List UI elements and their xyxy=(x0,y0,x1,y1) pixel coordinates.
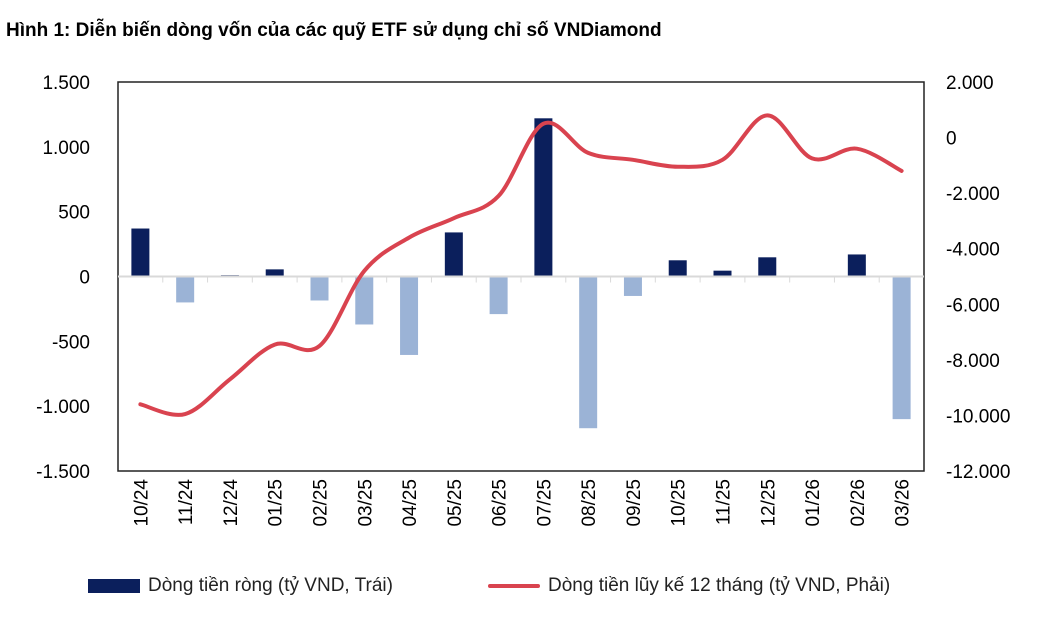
left-tick-label: -1.000 xyxy=(36,397,90,418)
bar-07/25 xyxy=(534,118,553,277)
bar-09/25 xyxy=(623,276,642,296)
legend-item-bar: Dòng tiền ròng (tỷ VND, Trái) xyxy=(88,575,393,597)
right-tick-label: -2.000 xyxy=(946,184,1000,205)
left-tick-label: 1.000 xyxy=(42,138,90,159)
x-tick-label: 04/25 xyxy=(400,479,421,527)
x-tick-label: 11/24 xyxy=(176,479,197,526)
bar-10/25 xyxy=(668,260,687,277)
right-tick-label: -12.000 xyxy=(946,462,1010,483)
bar-06/25 xyxy=(489,276,508,315)
x-tick-label: 08/25 xyxy=(579,479,600,527)
x-tick-label: 10/24 xyxy=(131,479,152,527)
x-tick-label: 12/25 xyxy=(758,479,779,527)
legend-label-line: Dòng tiền lũy kế 12 tháng (tỷ VND, Phải) xyxy=(548,575,891,596)
bar-03/26 xyxy=(892,276,911,420)
x-tick-label: 02/25 xyxy=(311,479,332,527)
left-tick-label: -1.500 xyxy=(36,462,90,483)
legend-item-line: Dòng tiền lũy kế 12 tháng (tỷ VND, Phải) xyxy=(488,575,890,597)
x-tick-label: 03/25 xyxy=(355,479,376,527)
right-tick-label: 0 xyxy=(946,129,957,150)
right-tick-label: -4.000 xyxy=(946,240,1000,261)
x-tick-label: 01/26 xyxy=(803,479,824,527)
x-tick-label: 02/26 xyxy=(848,479,869,527)
x-tick-label: 10/25 xyxy=(669,479,690,527)
bar-11/24 xyxy=(176,276,195,303)
bar-04/25 xyxy=(400,276,419,355)
x-tick-label: 06/25 xyxy=(490,479,511,527)
x-tick-label: 11/25 xyxy=(714,479,735,525)
x-tick-label: 09/25 xyxy=(624,479,645,527)
right-tick-label: -10.000 xyxy=(946,406,1010,427)
line-series-cumulative xyxy=(138,113,904,417)
bar-10/24 xyxy=(131,228,150,277)
x-tick-label: 12/24 xyxy=(221,479,242,527)
bar-12/25 xyxy=(758,257,777,277)
bar-02/25 xyxy=(310,276,329,301)
bar-03/25 xyxy=(355,276,374,325)
legend-swatch-line xyxy=(488,584,540,588)
left-tick-label: 1.500 xyxy=(42,73,90,94)
left-tick-label: 500 xyxy=(58,203,90,224)
bar-11/25 xyxy=(713,270,732,277)
left-tick-label: 0 xyxy=(79,268,90,289)
x-tick-label: 07/25 xyxy=(534,479,555,527)
chart-title: Hình 1: Diễn biến dòng vốn của các quỹ E… xyxy=(6,20,662,41)
bar-08/25 xyxy=(579,276,598,429)
x-tick-label: 05/25 xyxy=(445,479,466,527)
bar-02/26 xyxy=(847,254,866,277)
bar-05/25 xyxy=(444,232,463,277)
right-tick-label: -6.000 xyxy=(946,295,1000,316)
legend-label-bar: Dòng tiền ròng (tỷ VND, Trái) xyxy=(148,575,393,596)
bar-01/25 xyxy=(265,269,284,277)
x-tick-label: 01/25 xyxy=(266,479,287,527)
legend-swatch-bar xyxy=(88,579,140,593)
right-tick-label: -8.000 xyxy=(946,351,1000,372)
left-tick-label: -500 xyxy=(52,332,90,353)
right-tick-label: 2.000 xyxy=(946,73,994,94)
x-tick-label: 03/26 xyxy=(893,479,914,527)
